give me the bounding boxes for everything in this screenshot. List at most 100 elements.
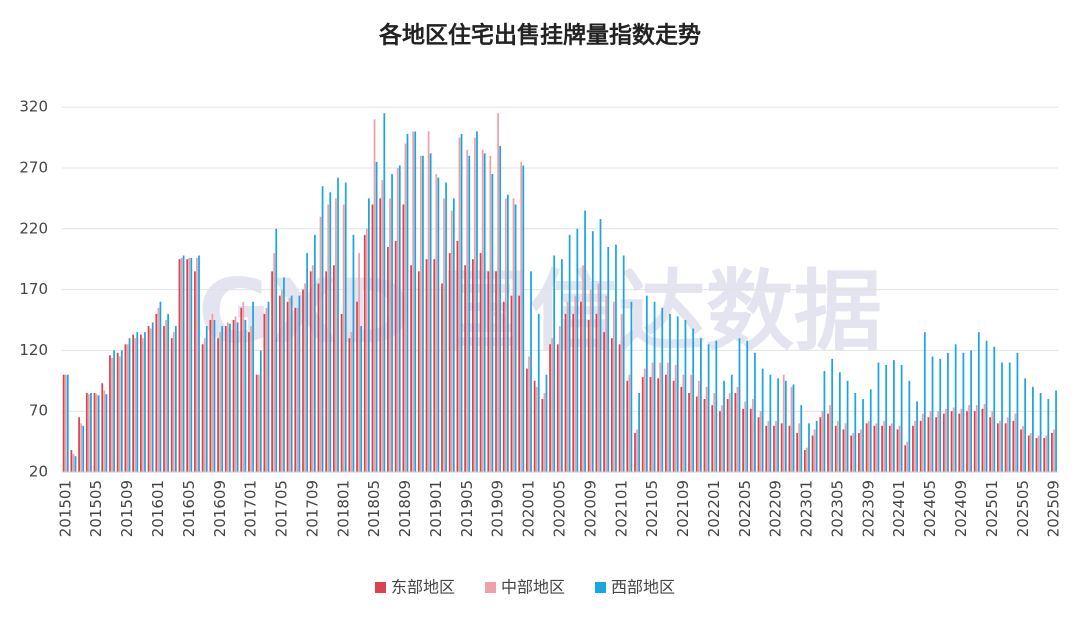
x-tick-label: 202209 [767, 480, 785, 537]
bar [680, 386, 683, 472]
x-tick-label: 201609 [211, 480, 229, 537]
bar [443, 198, 445, 472]
bar [1006, 417, 1009, 472]
bar [975, 405, 978, 472]
bar [335, 198, 337, 472]
bar [72, 453, 75, 472]
bar [723, 380, 725, 472]
x-tick-label: 202305 [828, 480, 846, 537]
bar [406, 133, 409, 472]
bar [288, 298, 291, 472]
bar [713, 392, 716, 472]
bar [257, 374, 260, 472]
bar [111, 357, 113, 472]
bar [610, 338, 613, 472]
bar [142, 338, 144, 472]
x-tick-label: 202205 [736, 480, 754, 537]
bar [504, 198, 507, 472]
bar [997, 423, 999, 472]
bar [389, 198, 391, 472]
bar [1016, 352, 1019, 472]
bar [213, 319, 216, 472]
bar [966, 411, 968, 472]
bar [952, 407, 955, 472]
bar [460, 133, 463, 472]
bar [937, 411, 940, 472]
bar [476, 131, 478, 472]
bar [209, 319, 212, 472]
bar [188, 257, 191, 472]
bar [576, 228, 579, 472]
bar [798, 423, 801, 472]
bar [103, 390, 106, 472]
x-tick-label: 201909 [489, 480, 507, 537]
bar [381, 180, 384, 472]
bar [429, 153, 432, 472]
chart-title: 各地区住宅出售挂牌量指数走势 [378, 22, 701, 49]
bar [782, 374, 785, 472]
bar [561, 259, 563, 472]
x-tick-label: 202001 [520, 480, 538, 537]
bar [721, 405, 723, 472]
bar [97, 395, 100, 472]
bar [134, 338, 137, 472]
bar [126, 344, 129, 472]
bar [412, 131, 415, 472]
x-tick-label: 202105 [643, 480, 661, 537]
bar [211, 313, 214, 472]
bar [630, 301, 633, 472]
bar [419, 155, 422, 472]
bar [618, 344, 621, 472]
bar [379, 198, 382, 472]
bar [502, 301, 505, 472]
bar [240, 307, 243, 472]
bar [404, 143, 407, 473]
bar [1047, 399, 1050, 472]
bar [371, 204, 374, 473]
bar [329, 192, 332, 472]
bar [803, 450, 806, 472]
bar [860, 429, 862, 472]
bar [95, 394, 98, 472]
bar [186, 259, 189, 472]
legend-label: 东部地区 [391, 578, 455, 597]
x-tick-label: 202405 [921, 480, 939, 537]
bar [489, 155, 492, 472]
bar [615, 244, 617, 472]
bar [252, 301, 254, 472]
bar [452, 198, 455, 472]
bar [281, 289, 283, 472]
bar [302, 289, 304, 472]
bar [672, 380, 675, 472]
bar [744, 401, 747, 472]
bar [1027, 435, 1030, 472]
bar [363, 234, 366, 472]
bar [736, 386, 739, 472]
bar [128, 338, 131, 472]
bar [226, 322, 229, 472]
bar [1004, 423, 1007, 472]
bar [182, 255, 185, 472]
bar [831, 358, 834, 472]
bar [530, 271, 532, 472]
bar [283, 277, 285, 472]
bar [929, 411, 932, 472]
bar [433, 259, 436, 472]
bar [219, 332, 221, 472]
y-tick-label: 20 [29, 463, 48, 481]
bar [139, 334, 142, 472]
bar [132, 334, 135, 472]
x-tick-label: 201705 [273, 480, 291, 537]
bar [1035, 437, 1038, 472]
bar [147, 326, 150, 472]
bar [893, 360, 895, 472]
bar [697, 380, 700, 472]
bar [396, 167, 399, 472]
bar [394, 240, 397, 472]
bar [754, 352, 756, 472]
bar [796, 433, 799, 472]
bar [116, 352, 119, 472]
bar [337, 177, 339, 472]
bar [553, 255, 556, 472]
bar [522, 165, 525, 473]
